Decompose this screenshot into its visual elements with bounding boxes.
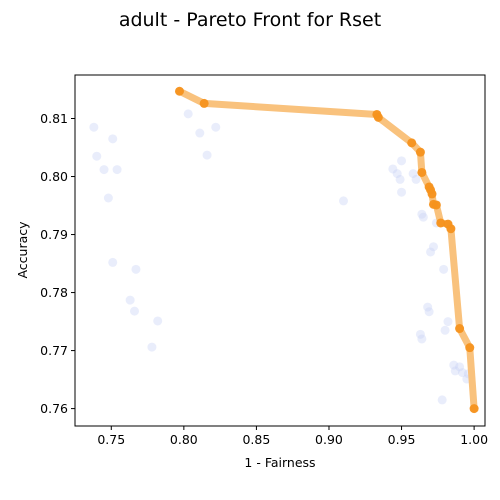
y-tick-label: 0.78 (40, 285, 68, 300)
background-point (426, 247, 436, 257)
background-point (108, 134, 118, 144)
pareto-front-point (446, 224, 456, 234)
pareto-front-point (436, 218, 446, 228)
x-axis-ticks: 0.75 0.80 0.85 0.90 0.95 1.00 (97, 426, 488, 447)
background-point (424, 307, 434, 317)
y-axis-ticks: 0.76 0.77 0.78 0.79 0.80 0.81 (40, 111, 75, 416)
background-point (153, 316, 163, 326)
pareto-front-points (174, 86, 479, 414)
background-point (415, 329, 425, 339)
background-point (392, 169, 402, 179)
background-point (397, 187, 407, 197)
background-point (418, 212, 428, 222)
background-point (458, 368, 468, 378)
pareto-front-point (469, 404, 479, 414)
pareto-front-point (415, 147, 425, 157)
background-point (338, 196, 348, 206)
background-point (437, 395, 447, 405)
x-tick-label: 0.75 (97, 432, 125, 447)
pareto-front-point (431, 200, 441, 210)
y-tick-label: 0.77 (40, 343, 68, 358)
x-tick-label: 1.00 (460, 432, 488, 447)
background-point (397, 156, 407, 166)
background-point (147, 342, 157, 352)
background-point (417, 334, 427, 344)
background-point (388, 164, 398, 174)
background-point (449, 360, 459, 370)
y-tick-label: 0.76 (40, 401, 68, 416)
y-tick-label: 0.81 (40, 111, 68, 126)
x-tick-label: 0.80 (170, 432, 198, 447)
y-tick-label: 0.80 (40, 169, 68, 184)
background-point (423, 302, 433, 312)
background-point (455, 362, 465, 372)
x-axis-label: 1 - Fairness (244, 455, 315, 470)
background-point (417, 209, 427, 219)
background-point (99, 165, 109, 175)
background-point (89, 122, 99, 132)
background-point (443, 317, 453, 327)
pareto-front-point (199, 98, 209, 108)
background-point (131, 264, 141, 274)
pareto-front-point (417, 167, 427, 177)
background-point (92, 151, 102, 161)
background-point (450, 366, 460, 376)
pareto-front-point (373, 112, 383, 122)
plot-area (89, 86, 479, 414)
y-tick-label: 0.79 (40, 227, 68, 242)
pareto-front-point (427, 189, 437, 199)
x-tick-label: 0.95 (388, 432, 416, 447)
pareto-front-point (174, 86, 184, 96)
background-point (411, 174, 421, 184)
background-point (130, 306, 140, 316)
background-point (440, 325, 450, 335)
background-point (428, 242, 438, 252)
background-point (108, 257, 118, 267)
background-point (439, 264, 449, 274)
background-point (103, 193, 113, 203)
background-point (211, 122, 221, 132)
background-point (183, 109, 193, 119)
background-point (125, 295, 135, 305)
background-point (112, 165, 122, 175)
background-point (202, 150, 212, 160)
plot-frame (74, 74, 486, 427)
pareto-front-point (455, 324, 465, 334)
x-tick-label: 0.90 (315, 432, 343, 447)
y-axis-label: Accuracy (15, 221, 30, 279)
pareto-front-point (465, 343, 475, 353)
background-point (408, 169, 418, 179)
x-tick-label: 0.85 (242, 432, 270, 447)
background-point (395, 174, 405, 184)
chart-title: adult - Pareto Front for Rset (119, 9, 381, 31)
pareto-front-point (407, 138, 417, 148)
background-point (195, 128, 205, 138)
